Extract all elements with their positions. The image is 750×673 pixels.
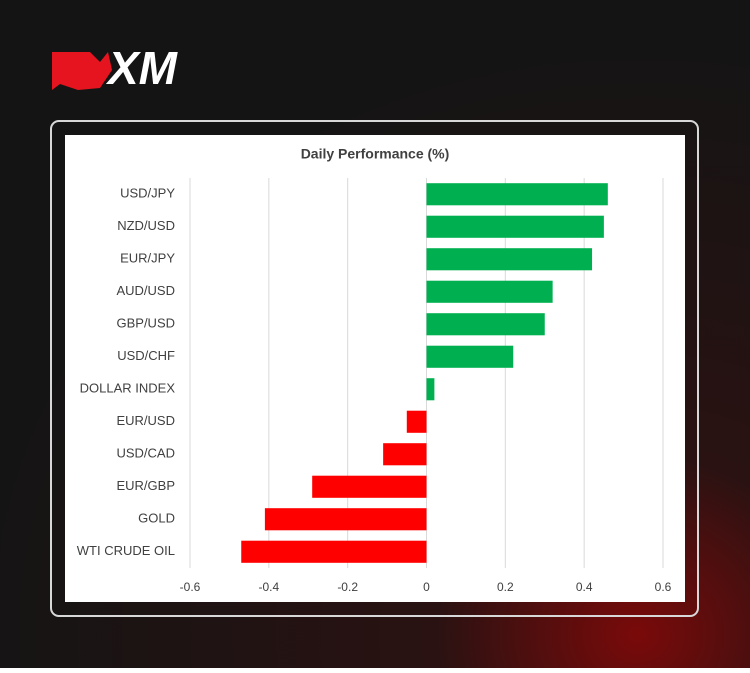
x-tick-label: -0.4: [258, 580, 279, 594]
bar: [264, 508, 427, 531]
y-tick-label: USD/CAD: [116, 446, 175, 461]
y-tick-label: GOLD: [138, 511, 175, 526]
y-tick-label: AUD/USD: [116, 283, 175, 298]
x-tick-label: -0.6: [180, 580, 201, 594]
y-tick-label: USD/CHF: [117, 348, 175, 363]
bar: [426, 378, 435, 401]
y-tick-label: USD/JPY: [120, 186, 175, 201]
bar: [426, 280, 553, 303]
x-tick-label: 0.2: [497, 580, 514, 594]
y-tick-label: NZD/USD: [117, 218, 175, 233]
plot: -0.6 -0.4 -0.2 0 0.2 0.4 0.6 USD/JPY NZD/USD EUR/…: [77, 178, 672, 594]
x-tick-label: 0.4: [576, 580, 593, 594]
bar: [426, 215, 604, 238]
y-tick-label: DOLLAR INDEX: [80, 381, 176, 396]
y-tick-label: EUR/GBP: [116, 478, 175, 493]
bar: [406, 410, 427, 433]
chart-title: Daily Performance (%): [301, 146, 450, 162]
y-tick-label: WTI CRUDE OIL: [77, 543, 175, 558]
bar: [383, 443, 427, 466]
y-tick-label: EUR/USD: [116, 413, 175, 428]
logo-text: XM: [105, 42, 179, 94]
panel-border: [50, 120, 699, 617]
y-tick-label: EUR/JPY: [120, 251, 175, 266]
bar: [426, 345, 514, 368]
y-tick-label: GBP/USD: [116, 316, 175, 331]
bar: [241, 540, 427, 563]
bar: [426, 183, 608, 206]
x-tick-label: -0.2: [337, 580, 358, 594]
x-tick-label: 0: [423, 580, 430, 594]
logo-mark: [52, 52, 112, 90]
bar: [312, 475, 427, 498]
bar: [426, 313, 545, 336]
x-tick-label: 0.6: [655, 580, 672, 594]
bar: [426, 248, 593, 271]
